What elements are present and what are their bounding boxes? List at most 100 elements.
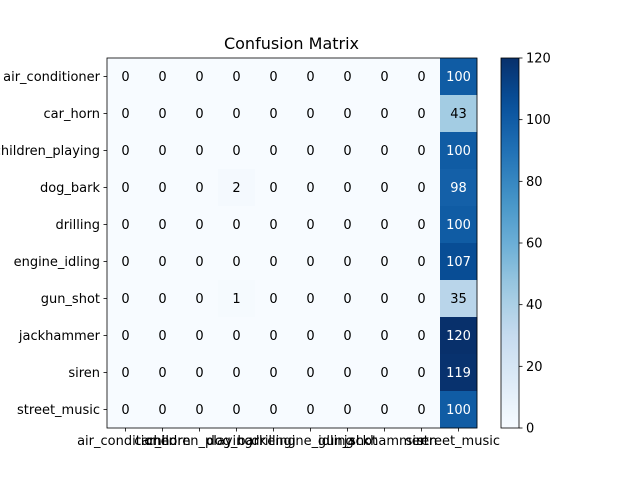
heatmap-cell: [329, 132, 367, 170]
heatmap-cell: [218, 317, 256, 355]
cell-value-label: 0: [232, 403, 240, 418]
heatmap-cell: [218, 243, 256, 281]
heatmap-cell: [292, 354, 330, 392]
heatmap-cell: [292, 132, 330, 170]
heatmap-cell: [255, 317, 293, 355]
cell-value-label: 0: [158, 366, 166, 381]
cell-value-label: 0: [380, 366, 388, 381]
heatmap-cell: [329, 391, 367, 429]
column-tick-label: siren: [406, 434, 438, 449]
heatmap-cell: [440, 206, 478, 244]
heatmap-cell: [107, 132, 145, 170]
heatmap-cell: [292, 206, 330, 244]
cell-value-label: 120: [446, 329, 471, 344]
colorbar-tick-label: 20: [526, 360, 543, 375]
cell-value-label: 100: [446, 70, 471, 85]
heatmap-cell: [144, 95, 182, 133]
cell-value-label: 0: [269, 329, 277, 344]
heatmap-cell: [292, 58, 330, 96]
cell-value-label: 0: [343, 107, 351, 122]
heatmap-cell: [107, 243, 145, 281]
cell-value-label: 0: [417, 70, 425, 85]
cell-value-label: 0: [417, 181, 425, 196]
heatmap-cell: [292, 243, 330, 281]
colorbar-tick-label: 100: [526, 113, 551, 128]
cell-value-label: 0: [195, 144, 203, 159]
column-tick-label: gun_shot: [318, 434, 377, 449]
heatmap-cell: [292, 169, 330, 207]
heatmap-cell: [181, 95, 219, 133]
cell-value-label: 100: [446, 218, 471, 233]
cell-value-label: 0: [380, 181, 388, 196]
cell-value-label: 0: [306, 107, 314, 122]
plot-frame: [106, 57, 478, 429]
heatmap-cell: [144, 132, 182, 170]
cell-value-label: 0: [158, 292, 166, 307]
heatmap-cell: [366, 391, 404, 429]
heatmap-cell: [144, 317, 182, 355]
cell-value-label: 0: [343, 144, 351, 159]
cell-value-label: 0: [380, 329, 388, 344]
cell-value-label: 0: [343, 366, 351, 381]
cell-value-label: 1: [232, 292, 240, 307]
cell-value-label: 100: [446, 403, 471, 418]
cell-value-label: 0: [417, 403, 425, 418]
heatmap-cell: [366, 58, 404, 96]
heatmap-cell: [440, 243, 478, 281]
heatmap-cell: [255, 354, 293, 392]
heatmap-cell: [366, 95, 404, 133]
heatmap-cell: [181, 391, 219, 429]
cell-value-label: 0: [121, 107, 129, 122]
cell-value-label: 0: [195, 255, 203, 270]
cell-value-label: 35: [450, 292, 467, 307]
heatmap-cell: [366, 354, 404, 392]
cell-value-label: 98: [450, 181, 467, 196]
cell-value-label: 0: [158, 181, 166, 196]
cell-value-label: 0: [232, 329, 240, 344]
heatmap-cell: [144, 243, 182, 281]
heatmap-cell: [144, 169, 182, 207]
heatmap-cell: [218, 206, 256, 244]
heatmap-cell: [440, 391, 478, 429]
cell-value-label: 0: [121, 255, 129, 270]
cell-value-label: 0: [195, 292, 203, 307]
column-tick-label: car_horn: [134, 434, 191, 449]
column-tick-label: engine_idling: [267, 434, 353, 449]
cell-value-label: 0: [380, 144, 388, 159]
heatmap-cell: [329, 280, 367, 318]
column-tick-labels: air_conditionercar_hornchildren_playingd…: [77, 428, 500, 449]
cell-value-label: 0: [195, 107, 203, 122]
cell-value-label: 0: [306, 366, 314, 381]
heatmap-cell: [107, 354, 145, 392]
heatmap-cell: [329, 243, 367, 281]
heatmap-cell: [181, 206, 219, 244]
heatmap-cell: [403, 58, 441, 96]
cell-value-label: 0: [158, 329, 166, 344]
column-tick-label: dog_bark: [206, 434, 267, 449]
cell-value-label: 0: [232, 107, 240, 122]
heatmap-cell: [255, 280, 293, 318]
heatmap-cell: [440, 95, 478, 133]
row-tick-label: engine_idling: [14, 255, 100, 270]
cell-value-label: 0: [195, 403, 203, 418]
row-tick-label: siren: [68, 366, 100, 381]
row-tick-label: children_playing: [0, 144, 100, 159]
heatmap-cell: [329, 58, 367, 96]
heatmap-cell: [255, 132, 293, 170]
cell-value-label: 0: [158, 107, 166, 122]
cell-value-label: 0: [380, 292, 388, 307]
row-tick-label: jackhammer: [18, 329, 101, 344]
cell-value-label: 0: [306, 218, 314, 233]
colorbar-tick-label: 60: [526, 237, 543, 252]
heatmap-cell: [107, 169, 145, 207]
cell-value-label: 0: [417, 107, 425, 122]
cell-value-label: 0: [343, 255, 351, 270]
heatmap-cell: [440, 280, 478, 318]
cell-value-label: 0: [158, 70, 166, 85]
cell-value-label: 0: [343, 403, 351, 418]
column-tick-label: air_conditioner: [77, 434, 175, 449]
cell-value-label: 0: [417, 329, 425, 344]
cell-value-label: 0: [232, 218, 240, 233]
heatmap-cell: [181, 58, 219, 96]
heatmap-cell: [218, 58, 256, 96]
